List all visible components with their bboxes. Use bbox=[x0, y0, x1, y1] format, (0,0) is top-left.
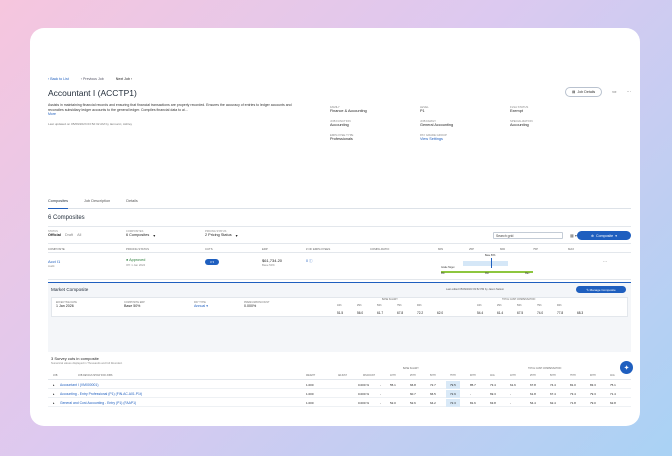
survey-cuts-subtitle: Numerical values displayed in Thousands … bbox=[51, 362, 123, 365]
survey-cuts-header: Base Salary Total Cash Compensation Job … bbox=[48, 368, 631, 380]
prop-specialization: Specialization Accounting bbox=[510, 119, 533, 127]
row-collapse-icon[interactable]: ▸ bbox=[53, 383, 55, 387]
survey-cuts-title: 3 Survey cuts in composite bbox=[51, 356, 99, 361]
chevron-down-icon: ▾ bbox=[235, 234, 238, 238]
grid-view-icon[interactable]: ▦ ▾ bbox=[570, 233, 577, 238]
comment-icon[interactable]: ▭ bbox=[612, 89, 617, 94]
composite-summary: Effective Date 1 Jan 2026 Composite ERP Ba… bbox=[51, 297, 628, 317]
pay-range-bar: Base 50% Grade Target Min Mid Max bbox=[441, 255, 533, 277]
back-to-list-link[interactable]: ‹ Back to List bbox=[48, 77, 69, 81]
search-input[interactable]: Search grid bbox=[493, 232, 563, 239]
composites-table-header: Composite Pricing Status Cuts ERP # of E… bbox=[48, 245, 631, 253]
row-collapse-icon[interactable]: ▸ bbox=[53, 392, 55, 396]
tab-bar: Composites Job Description Details bbox=[48, 199, 631, 209]
pricing-status-filter[interactable]: Pricing Status 2 Pricing Status ▾ bbox=[205, 230, 238, 238]
plus-icon: ⊕ bbox=[590, 233, 594, 238]
tab-composites[interactable]: Composites bbox=[48, 199, 69, 209]
last-updated: Last updated on 05/09/2023 03:52:32 AM b… bbox=[48, 122, 133, 126]
chevron-down-icon: ▾ bbox=[153, 234, 156, 238]
next-job-link[interactable]: Next Job › bbox=[115, 77, 133, 81]
tab-job-description[interactable]: Job Description bbox=[84, 199, 111, 203]
job-description: Assists in maintaining financial records… bbox=[48, 103, 303, 117]
chat-icon[interactable]: ✦ bbox=[620, 361, 633, 374]
manage-composite-button[interactable]: ✎ Manage Composite bbox=[576, 286, 626, 293]
top-nav: ‹ Back to List ‹ Previous Job Next Job › bbox=[48, 74, 132, 84]
prop-job-family: Job Family General Accounting bbox=[420, 119, 454, 127]
previous-job-link[interactable]: ‹ Previous Job bbox=[80, 77, 104, 81]
filter-bar: Status Official Draft All Composites 6 C… bbox=[48, 226, 631, 244]
add-composite-button[interactable]: ⊕ Composite ▾ bbox=[577, 231, 631, 240]
prop-flsa: FLSA Status Exempt bbox=[510, 105, 529, 113]
prop-employee-type: Employee Type Professionals bbox=[330, 133, 354, 141]
status-all[interactable]: All bbox=[77, 233, 82, 237]
pay-type-select[interactable]: Annual ▾ bbox=[194, 304, 209, 308]
more-icon[interactable]: ⋯ bbox=[626, 89, 632, 94]
table-row[interactable]: ▸ Accountant I (VM000001) 1.000 0.000 % … bbox=[48, 381, 631, 389]
status-filter: Status Official Draft All bbox=[48, 230, 82, 237]
prop-level: Level P1 bbox=[420, 105, 429, 113]
cuts-toggle[interactable]: 3 ▾ bbox=[205, 259, 219, 265]
composites-filter[interactable]: Composites 6 Composites ▾ bbox=[126, 230, 156, 238]
table-row[interactable]: ▸ Accounting - Entry Professional (P1) (… bbox=[48, 390, 631, 398]
header-actions: ▤ Job Details ▭ ⋯ bbox=[565, 87, 631, 97]
job-page: ‹ Back to List ‹ Previous Job Next Job ›… bbox=[48, 74, 631, 414]
status-badge: ● Approved bbox=[126, 258, 146, 262]
row-more-icon[interactable]: ⋯ bbox=[603, 259, 607, 264]
employees-count[interactable]: 0 ⓘ bbox=[306, 259, 313, 263]
page-title: Accountant I (ACCTP1) bbox=[48, 88, 137, 98]
composites-count: 6 Composites bbox=[48, 215, 85, 221]
more-link[interactable]: More bbox=[48, 112, 56, 117]
status-official[interactable]: Official bbox=[48, 233, 61, 237]
prop-family: Family Finance & Accounting bbox=[330, 105, 367, 113]
survey-job-link[interactable]: Accounting - Entry Professional (P1) (FI… bbox=[60, 392, 142, 396]
survey-job-link[interactable]: Accountant I (VM000001) bbox=[60, 383, 99, 387]
app-card: ‹ Back to List ‹ Previous Job Next Job ›… bbox=[30, 28, 640, 426]
prop-pay-grade-group: Pay Grade Group View Settings bbox=[420, 133, 510, 141]
survey-job-link[interactable]: General and Cost Accounting - Entry (P1)… bbox=[60, 401, 137, 405]
document-icon: ▤ bbox=[572, 90, 576, 94]
view-settings-link[interactable]: View Settings bbox=[420, 137, 443, 141]
status-draft[interactable]: Draft bbox=[64, 233, 74, 237]
chevron-down-icon: ▾ bbox=[615, 233, 617, 238]
tab-details[interactable]: Details bbox=[126, 199, 138, 203]
row-collapse-icon[interactable]: ▸ bbox=[53, 401, 55, 405]
job-details-button[interactable]: ▤ Job Details bbox=[565, 87, 603, 97]
composite-code-link[interactable]: Acct I1 bbox=[48, 259, 61, 264]
table-row[interactable]: ▸ General and Cost Accounting - Entry (P… bbox=[48, 399, 631, 407]
prop-job-function: Job Function Accounting bbox=[330, 119, 351, 127]
market-composite-panel: Market Composite Last edited 05/09/2023 … bbox=[48, 282, 631, 352]
pencil-icon: ✎ bbox=[586, 287, 589, 292]
table-row[interactable]: Acct I1 Audit ● Approved Off: 1 Jan 2024… bbox=[48, 254, 631, 280]
